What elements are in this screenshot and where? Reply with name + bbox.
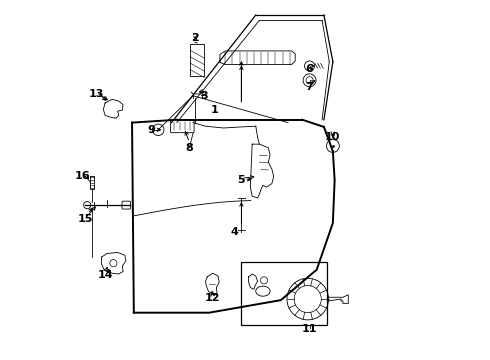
Text: 12: 12 xyxy=(205,293,220,303)
Text: 4: 4 xyxy=(230,227,238,237)
Text: 9: 9 xyxy=(148,125,156,135)
Text: 3: 3 xyxy=(200,91,208,101)
Text: 2: 2 xyxy=(191,33,198,43)
Text: 13: 13 xyxy=(89,89,104,99)
Bar xyxy=(190,44,204,76)
Text: 6: 6 xyxy=(306,64,314,74)
Text: 14: 14 xyxy=(98,270,113,280)
Text: 1: 1 xyxy=(211,105,219,115)
Text: 8: 8 xyxy=(186,143,193,153)
Text: 5: 5 xyxy=(238,175,245,185)
Text: 16: 16 xyxy=(75,171,91,181)
Text: 7: 7 xyxy=(306,82,314,92)
Text: 10: 10 xyxy=(325,132,341,142)
Text: 11: 11 xyxy=(302,324,318,334)
Text: 15: 15 xyxy=(78,215,93,224)
Bar xyxy=(242,262,327,325)
